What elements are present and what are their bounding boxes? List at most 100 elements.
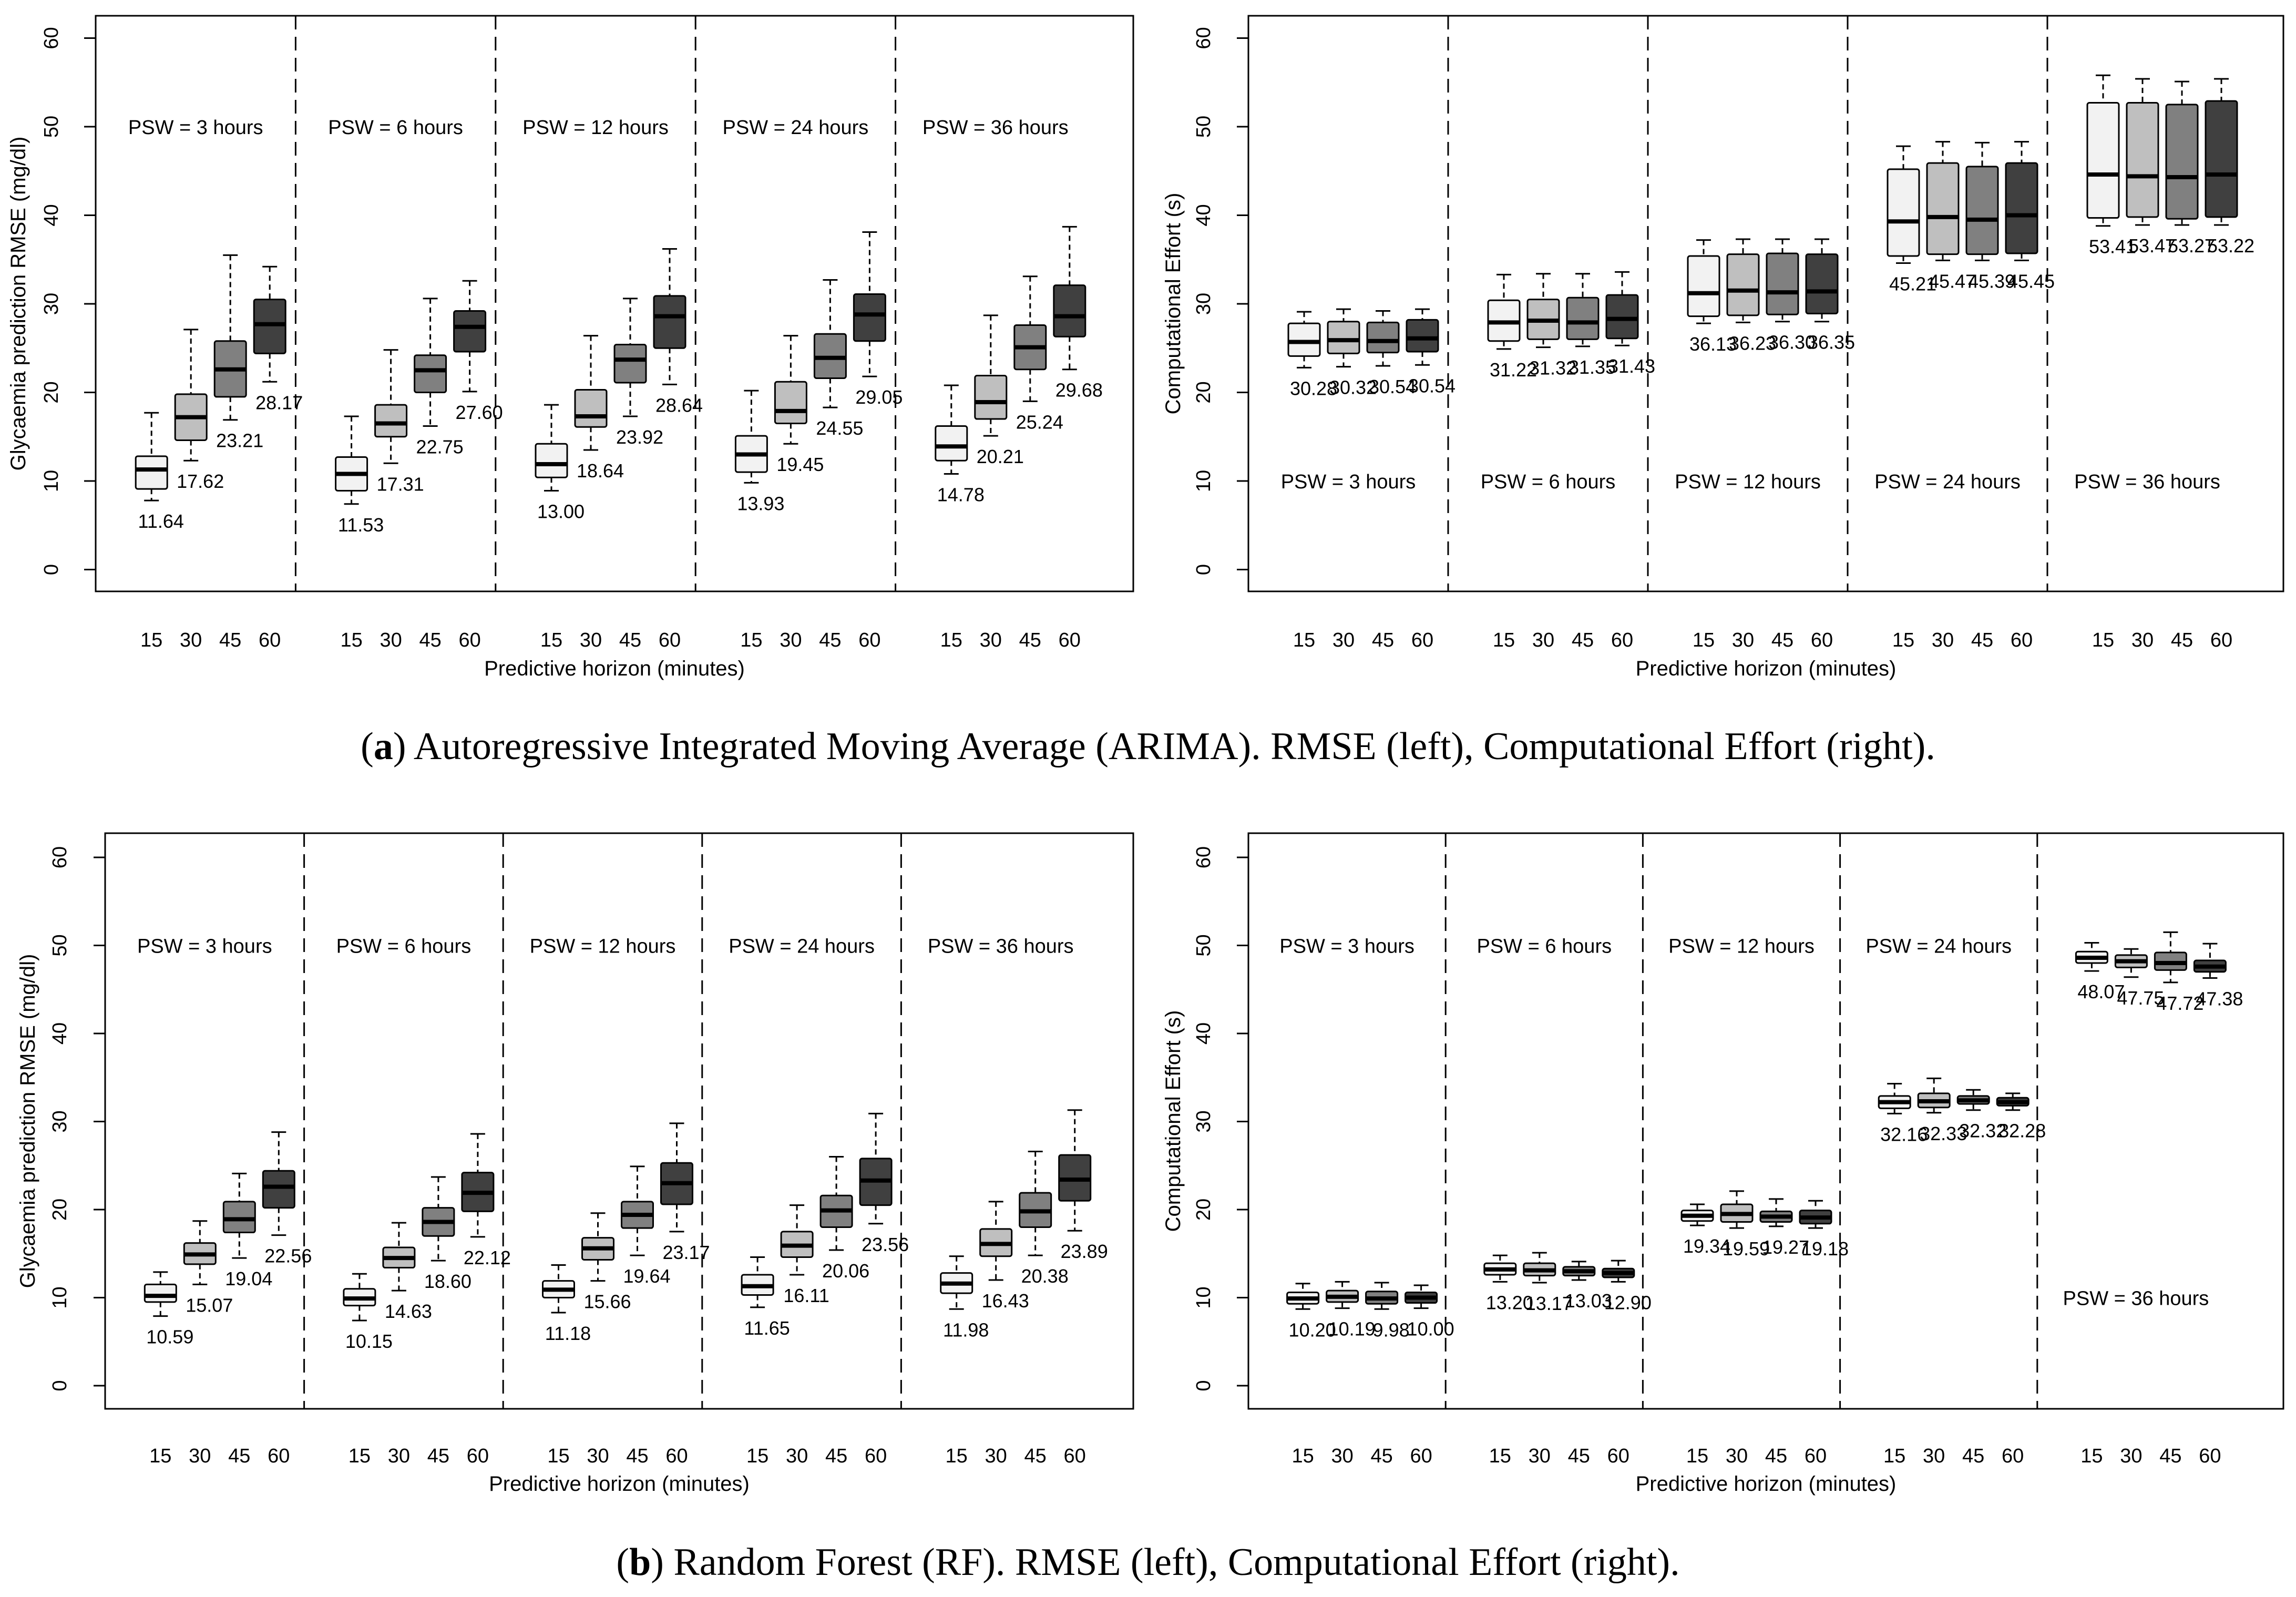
box-iqr [653, 295, 686, 349]
data-label: 11.65 [744, 1317, 790, 1339]
data-label: 53.47 [2128, 235, 2176, 257]
x-tick-label: 30 [1529, 1445, 1551, 1467]
data-label: 19.18 [1801, 1238, 1849, 1260]
box-iqr [535, 443, 568, 478]
boxplot-30min: 20.21 [974, 314, 1024, 467]
boxplot-45min: 19.04 [222, 1172, 272, 1289]
x-tick-label: 30 [1932, 629, 1954, 651]
boxplot-15min: 13.20 [1483, 1254, 1533, 1313]
x-tick-label: 60 [2210, 629, 2232, 651]
x-tick-label: 15 [2080, 1445, 2103, 1467]
y-axis-label: Computational Effort (s) [1162, 193, 1185, 415]
boxplot-45min: 53.27 [2165, 80, 2215, 257]
data-label: 47.38 [2196, 988, 2243, 1009]
psw-label: PSW = 36 hours [2074, 471, 2220, 493]
caption-a-text: ) Autoregressive Integrated Moving Avera… [393, 725, 1935, 768]
x-tick-label: 60 [659, 629, 681, 651]
x-tick-label: 15 [1292, 1445, 1314, 1467]
boxplot-45min: 18.60 [422, 1176, 472, 1292]
x-tick-label: 60 [1064, 1445, 1086, 1467]
boxplot-15min: 32.16 [1878, 1082, 1928, 1145]
x-tick-label: 30 [786, 1445, 808, 1467]
data-label: 25.24 [1016, 411, 1063, 433]
x-tick-label: 60 [1410, 1445, 1432, 1467]
x-tick-label: 15 [1493, 629, 1515, 651]
data-label: 22.75 [416, 436, 464, 458]
x-tick-label: 15 [348, 1445, 371, 1467]
x-tick-label: 45 [1568, 1445, 1590, 1467]
data-label: 36.30 [1768, 332, 1816, 353]
psw-label: PSW = 6 hours [1477, 936, 1612, 958]
box-iqr [974, 374, 1008, 420]
x-tick-label: 30 [1532, 629, 1554, 651]
psw-label: PSW = 36 hours [928, 936, 1074, 958]
y-tick-label: 30 [40, 293, 63, 315]
boxplot-60min: 12.90 [1602, 1260, 1652, 1313]
x-tick-label: 45 [1771, 629, 1793, 651]
x-tick-label: 60 [259, 629, 281, 651]
boxplot-60min: 19.18 [1799, 1200, 1849, 1260]
y-tick-label: 60 [40, 27, 63, 49]
x-tick-label: 30 [980, 629, 1002, 651]
box-iqr [222, 1201, 256, 1234]
y-tick-label: 50 [1193, 116, 1215, 138]
boxplot-60min: 36.35 [1805, 238, 1855, 353]
boxplot-30min: 17.62 [174, 329, 224, 492]
caption-a: (a) Autoregressive Integrated Moving Ave… [361, 725, 1935, 768]
boxplot-45min: 22.75 [414, 298, 464, 458]
boxplot-15min: 19.34 [1680, 1203, 1730, 1257]
x-tick-label: 60 [1411, 629, 1433, 651]
x-tick-label: 45 [2159, 1445, 2181, 1467]
data-label: 10.59 [146, 1326, 193, 1348]
x-tick-label: 15 [740, 629, 762, 651]
x-tick-label: 45 [1019, 629, 1041, 651]
x-tick-label: 45 [419, 629, 441, 651]
y-tick-label: 20 [1193, 381, 1215, 403]
caption-b-text: ) Random Forest (RF). RMSE (left), Compu… [651, 1541, 1680, 1584]
data-label: 24.55 [816, 417, 863, 439]
x-tick-label: 45 [1971, 629, 1993, 651]
boxplot-60min: 10.00 [1405, 1284, 1454, 1340]
x-tick-label: 15 [1883, 1445, 1905, 1467]
y-tick-label: 0 [1193, 564, 1215, 575]
data-label: 31.32 [1529, 357, 1576, 379]
y-tick-label: 40 [40, 204, 63, 226]
data-label: 19.59 [1723, 1238, 1770, 1260]
boxplot-45min: 20.38 [1019, 1150, 1069, 1287]
boxplot-30min: 53.47 [2126, 78, 2176, 257]
boxplot-30min: 10.19 [1326, 1281, 1376, 1340]
data-label: 16.11 [783, 1285, 829, 1306]
boxplot-45min: 36.30 [1766, 238, 1816, 353]
x-tick-label: 30 [2120, 1445, 2142, 1467]
box-iqr [1406, 319, 1439, 353]
y-tick-label: 20 [49, 1199, 71, 1221]
x-tick-label: 15 [1293, 629, 1315, 651]
x-tick-label: 45 [819, 629, 841, 651]
y-axis-label: Glycaemia prediction RMSE (mg/dl) [7, 137, 30, 471]
data-label: 36.13 [1689, 333, 1737, 355]
psw-label: PSW = 6 hours [336, 936, 472, 958]
boxplot-30min: 32.33 [1917, 1077, 1967, 1144]
caption-b-letter: b [629, 1541, 651, 1584]
x-tick-label: 45 [626, 1445, 648, 1467]
data-label: 53.41 [2089, 236, 2136, 258]
boxplot-45min: 13.03 [1562, 1261, 1612, 1312]
x-tick-label: 60 [1805, 1445, 1827, 1467]
box-iqr [1726, 253, 1760, 316]
data-label: 15.66 [583, 1291, 631, 1313]
box-iqr [144, 1283, 177, 1303]
boxplot-15min: 36.13 [1687, 239, 1737, 355]
x-tick-label: 60 [467, 1445, 489, 1467]
x-tick-label: 45 [1370, 1445, 1392, 1467]
x-tick-label: 45 [1572, 629, 1594, 651]
caption-a-letter: a [373, 725, 393, 768]
x-tick-label: 45 [1765, 1445, 1787, 1467]
boxplot-30min: 16.11 [780, 1204, 829, 1306]
boxplot-45min: 23.92 [613, 298, 663, 448]
data-label: 10.15 [345, 1330, 393, 1352]
boxplot-15min: 48.07 [2075, 941, 2125, 1002]
box-iqr [774, 381, 807, 424]
data-label: 19.34 [1683, 1235, 1730, 1257]
y-tick-label: 60 [1193, 846, 1215, 868]
x-tick-label: 30 [587, 1445, 609, 1467]
